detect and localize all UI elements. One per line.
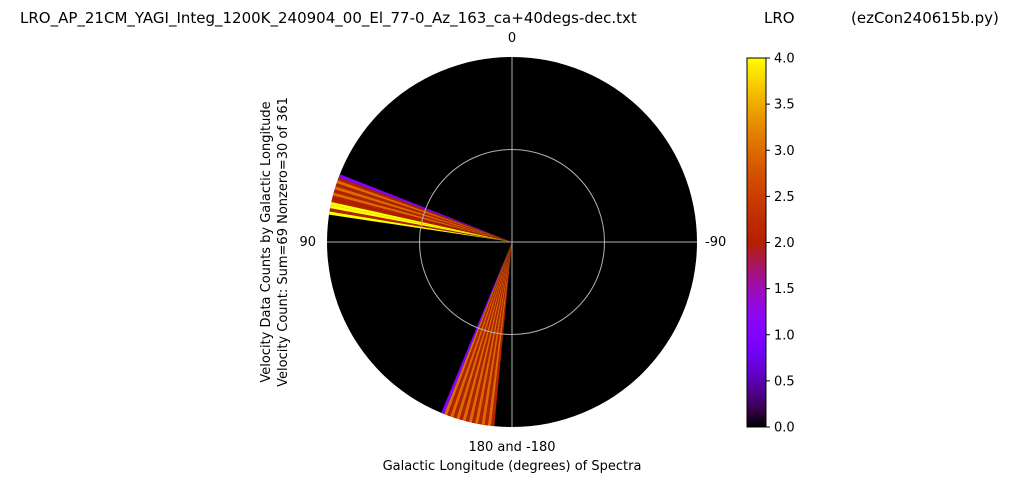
colorbar-tick-label: 3.0 <box>774 144 795 159</box>
wedge-lon-70 <box>337 177 512 242</box>
direction-label-bottom: 180 and -180 <box>468 440 555 455</box>
colorbar-tick-label: 2.0 <box>774 236 795 251</box>
direction-label-left: 90 <box>299 235 316 250</box>
wedge-lon-159 <box>444 242 512 416</box>
chart-title-site: LRO <box>764 9 795 27</box>
wedge-lon-160 <box>447 242 512 417</box>
chart-title-file: LRO_AP_21CM_YAGI_Integ_1200K_240904_00_E… <box>20 9 637 28</box>
direction-label-top: 0 <box>508 31 516 46</box>
colorbar-tick-label: 3.5 <box>774 98 795 113</box>
colorbar-tick-label: 0.5 <box>774 374 795 389</box>
direction-label-right: -90 <box>705 235 726 250</box>
polar-grid <box>327 57 697 427</box>
y-axis-label-line1: Velocity Data Counts by Galactic Longitu… <box>259 101 274 382</box>
wedge-lon-158 <box>441 242 512 415</box>
colorbar-tick-label: 0.0 <box>774 421 795 436</box>
wedge-lon-69 <box>338 174 512 242</box>
colorbar-tick-label: 2.5 <box>774 190 795 205</box>
chart-title-program: (ezCon240615b.py) <box>851 9 999 27</box>
colorbar-tick-label: 1.5 <box>774 282 795 297</box>
colorbar-tick-label: 1.0 <box>774 328 795 343</box>
x-axis-label: Galactic Longitude (degrees) of Spectra <box>383 459 642 474</box>
colorbar-tick-label: 4.0 <box>774 52 795 67</box>
grid-circle-inner <box>419 149 605 335</box>
colorbar <box>746 57 767 428</box>
colorbar-ticks: 0.0 0.5 1.0 1.5 2.0 2.5 3.0 3.5 4.0 <box>766 52 795 436</box>
y-axis-label-line2: Velocity Count: Sum=69 Nonzero=30 of 361 <box>276 97 291 387</box>
